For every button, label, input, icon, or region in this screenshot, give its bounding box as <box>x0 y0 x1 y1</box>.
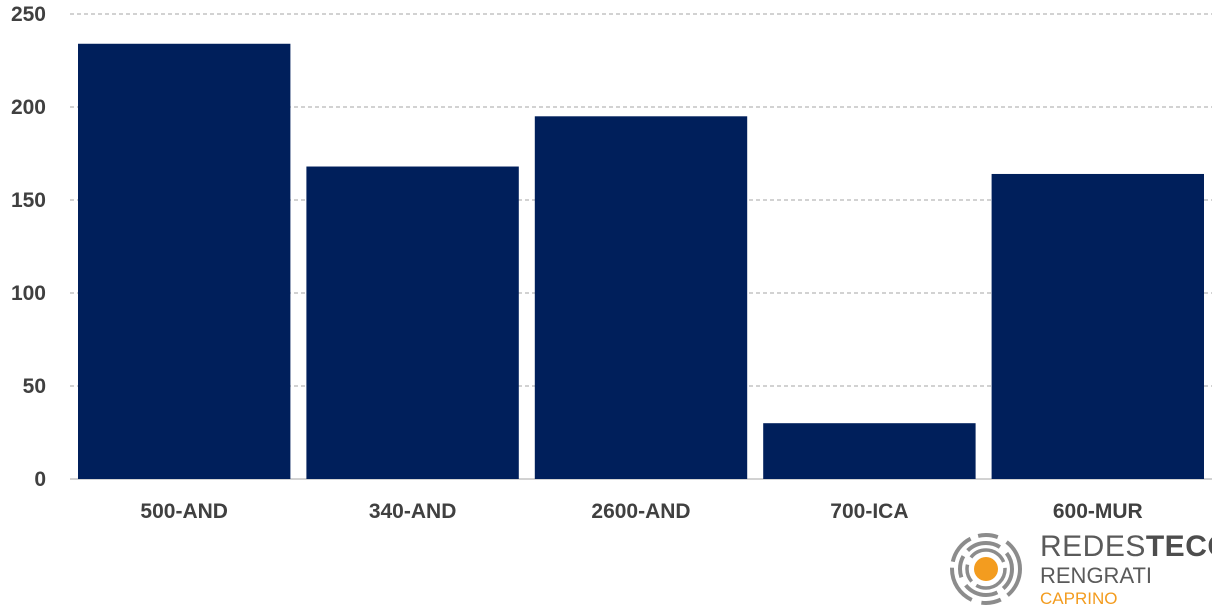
x-tick-label: 600-MUR <box>1053 500 1143 523</box>
y-tick-label: 250 <box>11 3 46 26</box>
bar <box>991 173 1204 479</box>
y-tick-label: 100 <box>11 282 46 305</box>
logo-tagline: CAPRINO <box>1040 589 1118 608</box>
logo-subtitle: RENGRATI <box>1040 563 1153 588</box>
brand-logo: REDESTECO RENGRATI CAPRINO <box>944 530 1212 608</box>
x-tick-label: 340-AND <box>369 500 457 523</box>
bar <box>534 116 748 480</box>
bar <box>78 43 291 479</box>
x-tick-label: 500-AND <box>140 500 228 523</box>
bar <box>306 166 519 479</box>
y-tick-label: 0 <box>34 468 46 491</box>
y-tick-label: 150 <box>11 189 46 212</box>
x-tick-label: 700-ICA <box>830 500 908 523</box>
concentric-circles-icon <box>950 533 1022 605</box>
logo-brand-light: REDES <box>1040 530 1146 563</box>
logo-text: REDESTECO RENGRATI CAPRINO <box>1040 532 1212 608</box>
bar <box>763 423 976 479</box>
y-tick-label: 200 <box>11 96 46 119</box>
y-tick-label: 50 <box>23 375 46 398</box>
x-tick-label: 2600-AND <box>591 500 690 523</box>
logo-brand: REDESTECO <box>1040 532 1212 562</box>
logo-brand-bold: TECO <box>1145 530 1212 563</box>
